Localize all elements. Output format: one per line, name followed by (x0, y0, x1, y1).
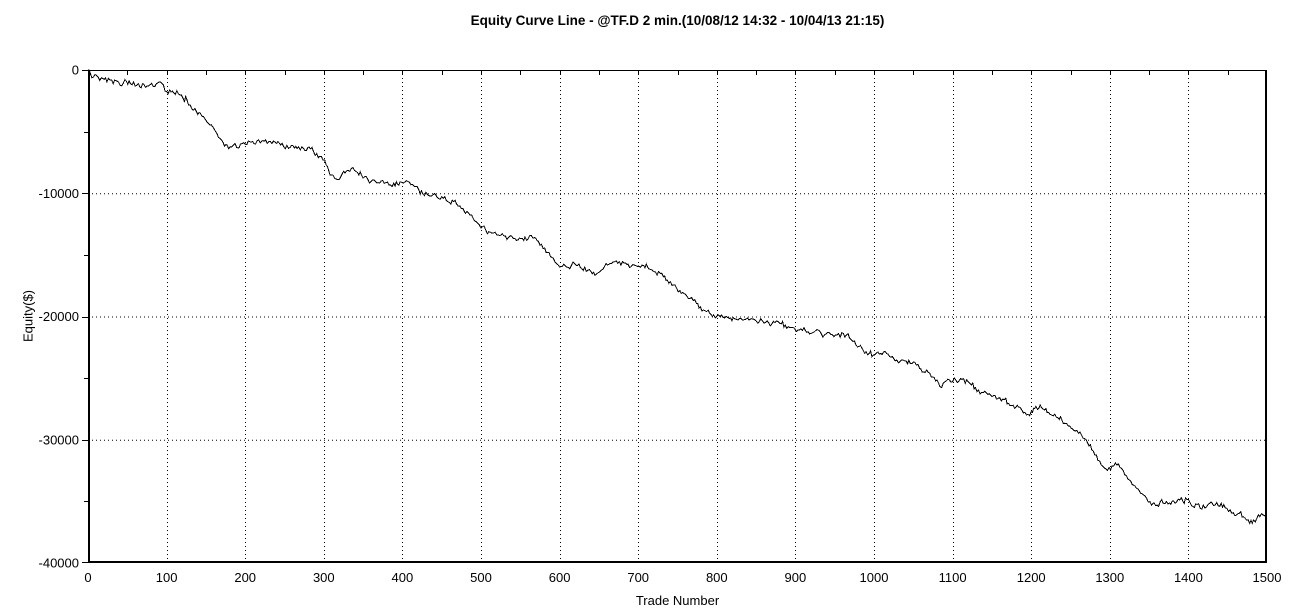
y-tick-label: 0 (72, 63, 79, 78)
y-tick-label: -10000 (39, 186, 79, 201)
y-tick-label: -30000 (39, 432, 79, 447)
x-tick-label: 1300 (1095, 570, 1124, 585)
x-tick-label: 1000 (860, 570, 889, 585)
x-tick-label: 400 (392, 570, 414, 585)
x-tick-label: 900 (785, 570, 807, 585)
x-tick-label: 800 (706, 570, 728, 585)
x-tick-label: 200 (234, 570, 256, 585)
x-tick-label: 300 (313, 570, 335, 585)
x-tick-label: 1500 (1253, 570, 1282, 585)
plot-border (88, 70, 1267, 563)
x-tick-label: 1200 (1017, 570, 1046, 585)
x-tick-label: 100 (156, 570, 178, 585)
x-tick-label: 600 (549, 570, 571, 585)
x-tick-label: 0 (84, 570, 91, 585)
y-tick-label: -40000 (39, 556, 79, 571)
x-axis-title: Trade Number (635, 593, 720, 608)
x-tick-label: 700 (627, 570, 649, 585)
x-tick-label: 500 (470, 570, 492, 585)
x-tick-label: 1400 (1174, 570, 1203, 585)
y-tick-label: -20000 (39, 309, 79, 324)
x-tick-label: 1100 (939, 570, 967, 585)
chart-title: Equity Curve Line - @TF.D 2 min.(10/08/1… (470, 13, 885, 28)
equity-curve-line (88, 69, 1267, 525)
